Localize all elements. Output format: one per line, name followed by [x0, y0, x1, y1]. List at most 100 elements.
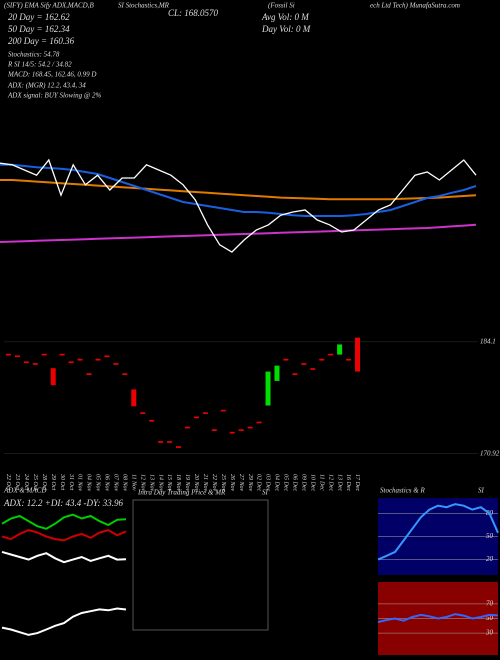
candle	[14, 355, 20, 358]
x-tick-label: 13 Dec	[336, 474, 342, 491]
x-tick-label: 22 Nov	[211, 474, 217, 492]
x-tick-label: 21 Nov	[202, 474, 208, 492]
x-tick-label: 28 Oct	[41, 474, 47, 490]
panel-title: Intra Day Trading Price & MR	[137, 489, 226, 497]
candle	[238, 429, 244, 431]
x-tick-label: 27 Nov	[238, 474, 244, 492]
candle	[158, 441, 164, 443]
x-tick-label: 08 Nov	[121, 474, 127, 492]
series-line	[0, 179, 477, 201]
candle	[50, 368, 56, 386]
indicator-label: R SI 14/5: 54.2 / 34.82	[7, 61, 72, 69]
panel-title: SI	[262, 489, 269, 497]
candle	[301, 363, 307, 365]
ema-label: 50 Day = 162.34	[8, 24, 70, 34]
x-tick-label: 18 Nov	[175, 474, 181, 492]
close-label: CL: 168.0570	[168, 8, 219, 18]
volume-label: Day Vol: 0 M	[261, 24, 311, 34]
x-tick-label: 04 Nov	[86, 474, 93, 492]
x-tick-label: 06 Nov	[104, 474, 110, 492]
candle	[122, 373, 128, 375]
x-tick-label: 30 Oct	[59, 473, 65, 490]
candle	[176, 446, 182, 448]
x-tick-label: 13 Nov	[148, 474, 154, 492]
x-tick-label: 22 Oct	[5, 474, 11, 490]
series-line	[0, 158, 477, 253]
candle	[310, 368, 316, 370]
candle	[292, 373, 298, 375]
x-tick-label: 10 Dec	[309, 474, 315, 491]
y-tick-label: 170.92	[480, 449, 500, 457]
x-tick-label: 29 Oct	[50, 474, 56, 490]
candle	[23, 361, 29, 364]
x-tick-label: 11 Nov	[130, 474, 136, 491]
candle	[328, 353, 334, 356]
y-tick-label: 50	[486, 614, 494, 622]
candle	[95, 358, 101, 361]
candle	[140, 412, 146, 414]
candle	[319, 358, 325, 361]
candle	[68, 361, 74, 364]
indicator-label: MACD: 168.45, 162.46, 0.99 D	[7, 71, 96, 79]
x-tick-label: 25 Oct	[32, 474, 38, 490]
candle	[59, 353, 65, 356]
x-tick-label: 31 Oct	[68, 473, 74, 490]
candle	[77, 358, 83, 361]
candle	[5, 353, 11, 356]
candle	[211, 429, 217, 431]
header-text: SI Stochastics,MR	[118, 2, 170, 10]
header-text: ech Ltd Tech) MunafaSutra.com	[370, 2, 460, 10]
x-tick-label: 05 Nov	[95, 474, 101, 492]
y-tick-label: 30	[485, 629, 494, 637]
x-tick-label: 20 Nov	[193, 474, 199, 492]
panel-subtitle: SI	[478, 487, 485, 495]
candle	[41, 353, 47, 356]
x-tick-label: 26 Nov	[229, 474, 235, 492]
candle	[346, 358, 352, 361]
x-tick-label: 12 Dec	[327, 474, 333, 491]
ema-label: 20 Day = 162.62	[8, 12, 70, 22]
intraday-box	[132, 499, 269, 631]
x-tick-label: 05 Dec	[283, 474, 289, 491]
y-tick-label: 70	[486, 600, 494, 608]
candle	[167, 441, 173, 443]
x-tick-label: 25 Nov	[220, 474, 226, 492]
candle	[229, 431, 235, 434]
series-line	[377, 503, 499, 561]
x-tick-label: 23 Oct	[14, 474, 20, 490]
x-tick-label: 15 Nov	[166, 474, 172, 492]
x-tick-label: 11 Dec	[318, 474, 324, 491]
x-tick-label: 16 Dec	[345, 474, 351, 491]
x-tick-label: 07 Nov	[113, 474, 119, 492]
candle	[131, 389, 137, 407]
series-line	[377, 613, 499, 624]
x-tick-label: 17 Dec	[354, 474, 360, 491]
candle	[193, 416, 199, 419]
indicator-label: ADX signal: BUY Slowing @ 2%	[7, 92, 102, 100]
panel-label: ADX: 12.2 +DI: 43.4 -DY: 33.96	[3, 498, 123, 508]
candle	[355, 337, 361, 372]
y-tick-label: 20	[486, 555, 494, 563]
x-tick-label: 03 Dec	[265, 474, 271, 491]
candle	[32, 363, 38, 365]
x-tick-label: 02 Dec	[256, 474, 262, 491]
x-tick-label: 24 Oct	[23, 474, 30, 490]
x-tick-label: 01 Nov	[77, 474, 83, 492]
panel-title: ADX & MACD	[3, 487, 46, 495]
series-line	[0, 223, 477, 243]
volume-label: Avg Vol: 0 M	[261, 12, 309, 22]
series-line	[1, 529, 127, 542]
candle	[274, 365, 280, 381]
x-tick-label: 12 Nov	[139, 474, 145, 492]
header-text: (SIFY) EMA Sify ADX,MACD,B	[4, 2, 94, 10]
series-line	[0, 163, 477, 217]
header-text: (Fossil Si	[268, 2, 295, 10]
candle	[104, 355, 110, 358]
indicator-label: ADX: (MGR) 12.2, 43.4, 34	[7, 82, 86, 90]
candle	[283, 358, 289, 361]
candle	[220, 409, 226, 412]
candle	[184, 426, 190, 429]
candle	[149, 419, 155, 422]
x-tick-label: 04 Dec	[274, 474, 281, 491]
